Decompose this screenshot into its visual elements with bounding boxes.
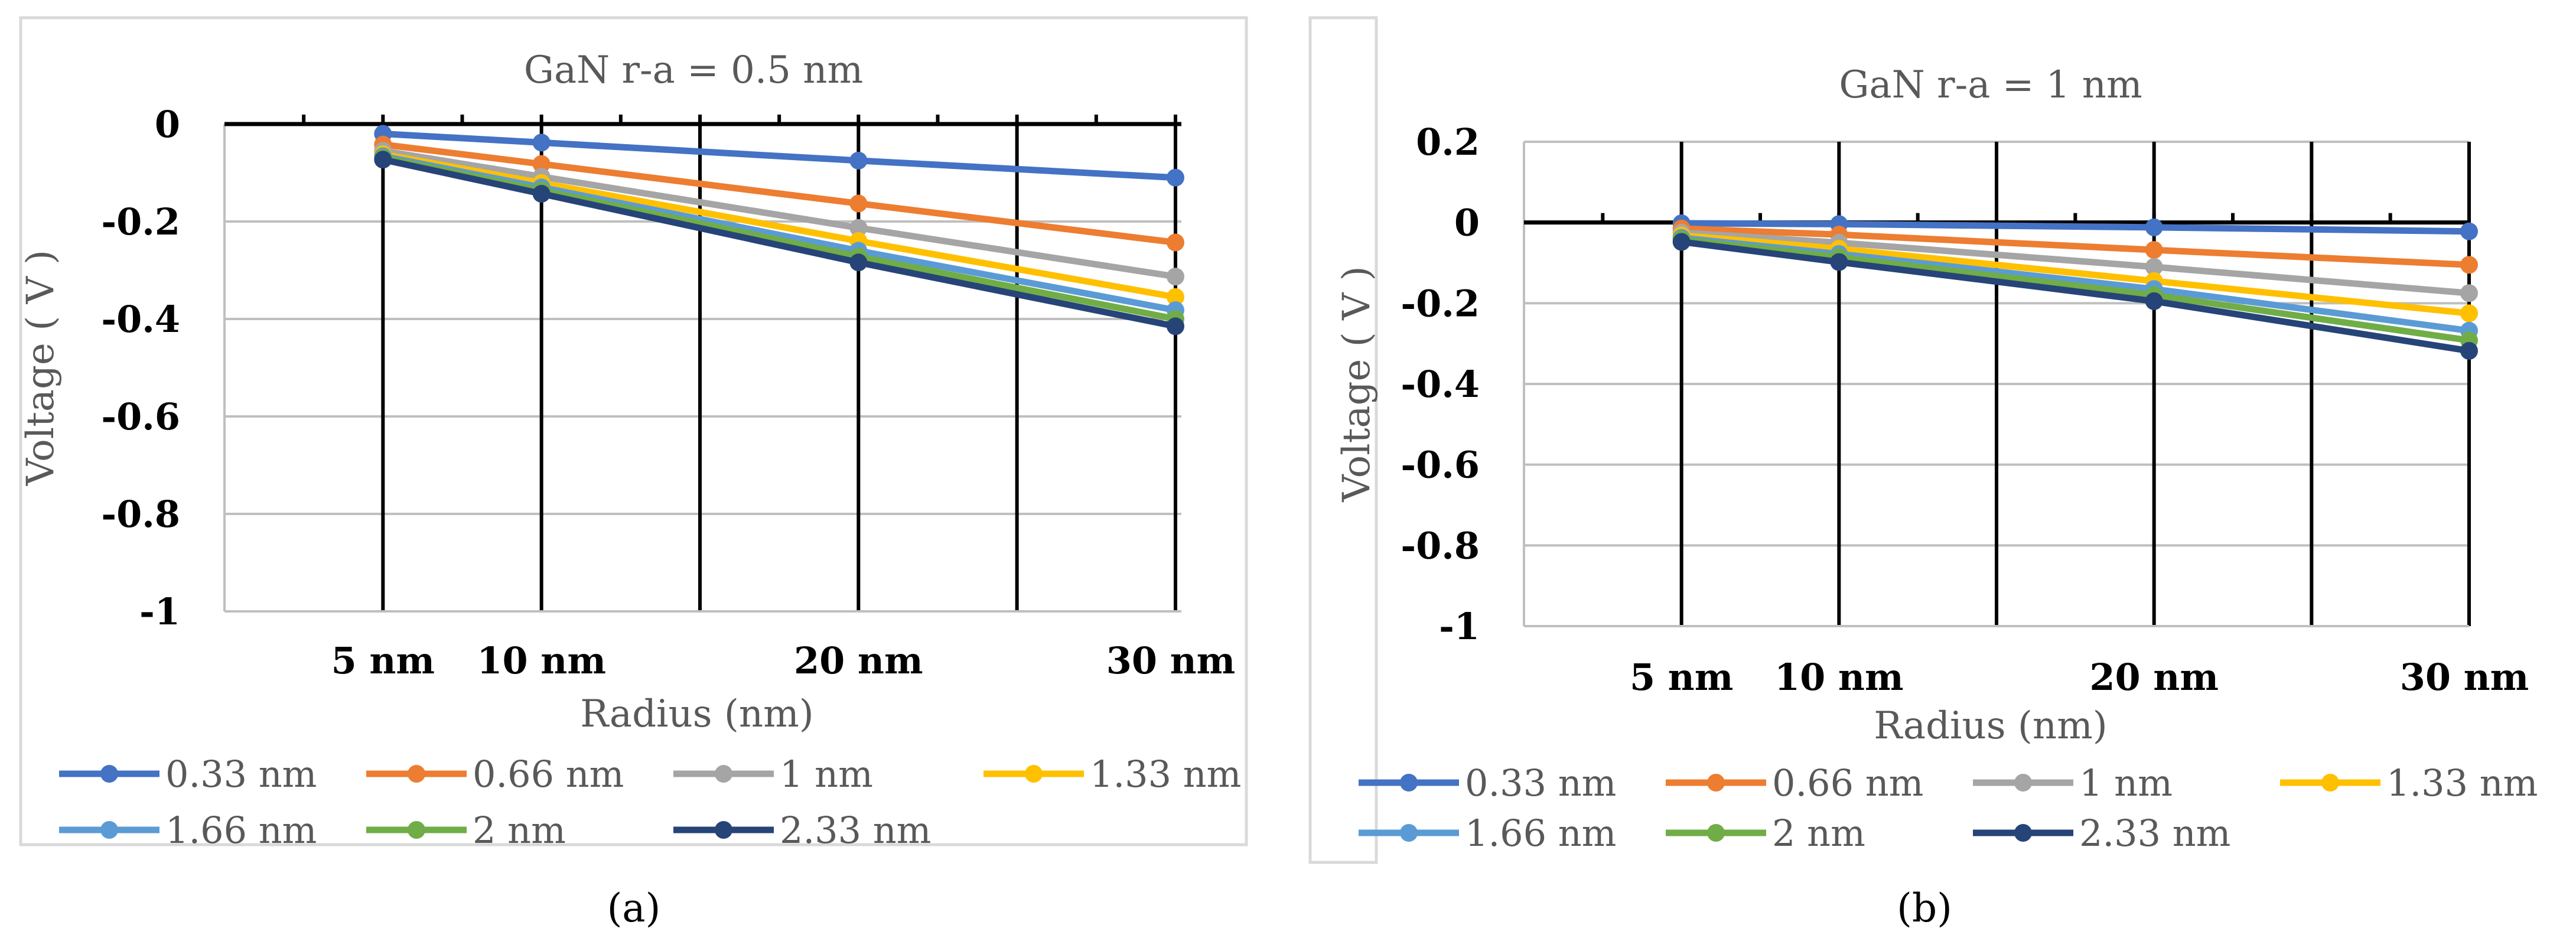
data-point (849, 194, 868, 213)
legend-label: 0.66 nm (1772, 761, 1923, 805)
legend-swatch-marker (1707, 824, 1725, 842)
y-tick-label: -0.8 (101, 493, 180, 536)
legend-label: 1 nm (780, 753, 873, 796)
legend-label: 0.33 nm (1465, 761, 1616, 805)
chart-frame (1308, 16, 1378, 864)
data-point (2460, 341, 2478, 360)
series-line-0-33-nm (383, 131, 1176, 181)
data-point (2145, 258, 2163, 276)
x-tick-label: 20 nm (2089, 656, 2219, 699)
legend-swatch-marker (408, 821, 425, 839)
legend-label: 1 nm (2079, 761, 2173, 805)
data-point (1167, 268, 1184, 286)
legend-swatch-marker (2014, 824, 2032, 842)
legend-swatch-marker (408, 765, 425, 783)
y-axis-label: Voltage ( V ) (1335, 266, 1379, 502)
data-point (532, 184, 551, 203)
panel-label: (b) (1897, 885, 1952, 931)
series-line-0-33-nm (1681, 220, 2470, 235)
legend-label: 1.66 nm (1465, 812, 1616, 855)
legend-label: 2.33 nm (780, 809, 931, 852)
y-tick-label: -0.2 (101, 200, 180, 243)
x-axis-label: Radius (nm) (1874, 704, 2108, 748)
data-point (1167, 168, 1184, 187)
data-point (849, 151, 868, 170)
legend-swatch-marker (715, 765, 732, 783)
data-point (2460, 304, 2478, 323)
data-point (1167, 288, 1184, 306)
data-point (849, 253, 868, 272)
chart-panel-b: GaN r-a = 1 nm 0.2 0 -0.2 -0.4 -0.6 -0.8 -1 5 nm… (1308, 16, 2538, 931)
series-line-0-66-nm (1681, 225, 2470, 268)
y-tick-label: -1 (139, 590, 180, 633)
y-tick-label: -0.4 (101, 298, 180, 341)
legend-swatch-marker (1025, 765, 1043, 783)
y-tick-label: 0.2 (1416, 120, 1480, 164)
y-tick-label: -0.6 (101, 395, 180, 438)
legend-swatch-marker (1400, 774, 1418, 792)
legend-swatch-marker (1707, 774, 1725, 792)
legend-label: 0.66 nm (473, 753, 624, 796)
y-tick-label: 0 (155, 103, 180, 146)
data-point (1167, 317, 1184, 336)
x-axis-label: Radius (nm) (580, 692, 814, 736)
series-line-2-33-nm (382, 156, 1177, 330)
x-tick-label: 5 nm (331, 639, 435, 682)
chart-title: GaN r-a = 0.5 nm (524, 48, 863, 92)
data-point (849, 219, 868, 237)
series-line-2-nm (1681, 236, 2470, 344)
legend-label: 1.33 nm (1090, 753, 1241, 796)
data-point (2145, 218, 2163, 236)
y-tick-label: -0.8 (1401, 524, 1480, 567)
chart-title: GaN r-a = 1 nm (1839, 63, 2142, 107)
panel-label: (a) (607, 885, 661, 931)
legend-swatch-marker (2014, 774, 2032, 792)
legend-label: 1.66 nm (165, 809, 317, 852)
y-axis-label: Voltage ( V ) (19, 250, 63, 486)
data-point (2145, 292, 2163, 310)
data-point (1167, 233, 1184, 252)
legend-swatch-marker (100, 765, 118, 783)
x-tick-label: 10 nm (1774, 656, 1904, 699)
y-tick-label: -0.2 (1401, 282, 1480, 325)
legend-label: 2 nm (1772, 812, 1865, 855)
legend-label: 2.33 nm (2079, 812, 2230, 855)
legend-swatch-marker (2321, 774, 2339, 792)
data-point (2145, 241, 2163, 259)
data-point (2460, 256, 2478, 274)
legend-swatch-marker (1400, 824, 1418, 842)
data-point (374, 151, 392, 169)
x-tick-label: 30 nm (2400, 656, 2529, 699)
data-point (2460, 222, 2478, 240)
y-tick-label: -0.6 (1401, 444, 1480, 487)
data-point (2460, 284, 2478, 302)
legend-swatch-marker (715, 821, 732, 839)
series-line-2-33-nm (1681, 239, 2470, 354)
y-tick-label: -0.4 (1401, 363, 1480, 406)
legend-label: 2 nm (473, 809, 566, 852)
data-point (1830, 253, 1848, 271)
x-tick-label: 5 nm (1630, 656, 1733, 699)
data-point (532, 155, 551, 173)
x-tick-label: 10 nm (477, 639, 606, 682)
x-tick-label: 30 nm (1106, 639, 1236, 682)
legend-label: 1.33 nm (2386, 761, 2538, 805)
data-point (1672, 233, 1691, 251)
data-point (532, 133, 551, 152)
y-tick-label: -1 (1439, 605, 1480, 648)
series-line-1-33-nm (1681, 232, 2470, 317)
legend-label: 0.33 nm (165, 753, 317, 796)
legend-swatch-marker (100, 821, 118, 839)
series-line-0-66-nm (382, 141, 1176, 246)
x-tick-label: 20 nm (794, 639, 923, 682)
series-line-1-nm (1681, 229, 2470, 297)
chart-panel-a: GaN r-a = 0.5 nm 0 -0.2 -0.4 -0.6 -0.8 -1 5 nm 1… (19, 16, 1248, 931)
y-tick-label: 0 (1454, 201, 1480, 245)
series-line-1-nm (382, 147, 1176, 280)
